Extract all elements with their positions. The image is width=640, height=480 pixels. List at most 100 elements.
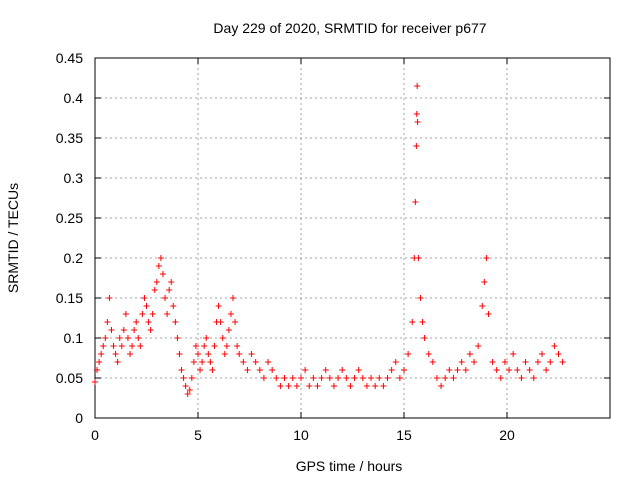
data-point xyxy=(555,351,562,357)
data-point xyxy=(131,327,138,333)
data-point xyxy=(438,383,445,389)
data-point xyxy=(248,351,255,357)
x-tick-label: 20 xyxy=(499,427,515,443)
data-point xyxy=(343,375,350,381)
data-point xyxy=(106,295,113,301)
data-point xyxy=(479,303,486,309)
data-point xyxy=(289,375,296,381)
data-point xyxy=(100,343,107,349)
data-point xyxy=(543,367,550,373)
data-point xyxy=(351,375,358,381)
data-point xyxy=(302,367,309,373)
data-point xyxy=(318,375,325,381)
data-point xyxy=(145,319,152,325)
data-point xyxy=(419,319,426,325)
data-point xyxy=(380,383,387,389)
data-point xyxy=(433,375,440,381)
data-point xyxy=(232,319,239,325)
data-point xyxy=(203,335,210,341)
data-point xyxy=(376,375,383,381)
data-point xyxy=(322,367,329,373)
data-point xyxy=(534,359,541,365)
data-point xyxy=(518,375,525,381)
data-point xyxy=(211,343,218,349)
data-point xyxy=(244,367,251,373)
x-tick-label: 5 xyxy=(194,427,202,443)
data-point xyxy=(368,375,375,381)
data-point xyxy=(466,351,473,357)
data-point xyxy=(522,359,529,365)
data-point xyxy=(314,383,321,389)
data-point xyxy=(120,327,127,333)
data-point xyxy=(188,375,195,381)
data-point xyxy=(252,359,259,365)
data-point xyxy=(190,359,197,365)
chart-title: Day 229 of 2020, SRMTID for receiver p67… xyxy=(213,20,486,36)
data-point xyxy=(481,279,488,285)
data-point xyxy=(417,295,424,301)
data-point xyxy=(273,375,280,381)
data-point xyxy=(104,319,111,325)
data-point xyxy=(137,343,144,349)
data-point xyxy=(260,375,267,381)
data-point xyxy=(122,311,129,317)
data-point xyxy=(110,343,117,349)
data-point xyxy=(493,367,500,373)
data-point xyxy=(335,375,342,381)
y-tick-label: 0.1 xyxy=(64,330,84,346)
data-point xyxy=(454,367,461,373)
data-point xyxy=(174,335,181,341)
data-point xyxy=(547,359,554,365)
data-point xyxy=(446,367,453,373)
data-point xyxy=(153,279,160,285)
x-tick-label: 0 xyxy=(91,427,99,443)
y-tick-label: 0.2 xyxy=(64,250,84,266)
data-point xyxy=(413,143,420,149)
data-point xyxy=(186,387,193,393)
plot-frame xyxy=(94,57,611,419)
data-point xyxy=(514,367,521,373)
data-point xyxy=(195,351,201,357)
data-point xyxy=(108,327,115,333)
data-point xyxy=(384,375,391,381)
data-point xyxy=(219,335,226,341)
data-point xyxy=(330,383,337,389)
data-point xyxy=(442,375,449,381)
data-point xyxy=(92,379,98,385)
data-point xyxy=(526,367,533,373)
data-point xyxy=(227,311,234,317)
data-point xyxy=(298,375,304,381)
y-tick-label: 0.15 xyxy=(56,290,83,306)
y-tick-label: 0.3 xyxy=(64,170,84,186)
data-point xyxy=(155,263,162,269)
data-point xyxy=(223,343,230,349)
data-point xyxy=(388,367,395,373)
data-point xyxy=(551,343,558,349)
data-point xyxy=(201,343,208,349)
data-point xyxy=(414,119,421,125)
data-point xyxy=(475,343,482,349)
data-point xyxy=(94,367,101,373)
data-point xyxy=(339,367,346,373)
data-point xyxy=(230,295,237,301)
data-point xyxy=(277,383,284,389)
x-tick-label: 10 xyxy=(293,427,309,443)
data-point xyxy=(207,359,214,365)
y-tick-label: 0.35 xyxy=(56,130,83,146)
data-point xyxy=(506,367,513,373)
y-tick-label: 0.4 xyxy=(64,90,84,106)
data-point xyxy=(412,199,419,205)
y-tick-label: 0.45 xyxy=(56,50,83,66)
data-point xyxy=(236,351,243,357)
data-point xyxy=(168,279,175,285)
data-point xyxy=(114,359,121,365)
data-point xyxy=(215,303,222,309)
data-point xyxy=(205,351,212,357)
data-point xyxy=(159,271,166,277)
data-point xyxy=(184,391,191,397)
data-point xyxy=(405,351,412,357)
data-point xyxy=(489,359,496,365)
data-point xyxy=(149,311,156,317)
data-point xyxy=(429,359,436,365)
